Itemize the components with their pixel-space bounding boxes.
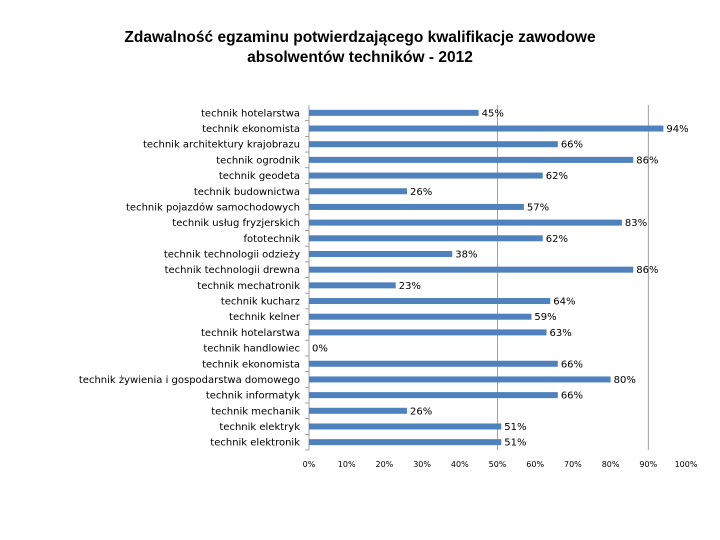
bar	[309, 329, 547, 336]
data-label: 45%	[482, 108, 504, 119]
x-tick-label: 90%	[639, 460, 657, 469]
category-label: technik elektronik	[210, 438, 300, 449]
chart-title: Zdawalność egzaminu potwierdzającego kwa…	[0, 28, 720, 68]
bar	[309, 219, 622, 226]
category-label: technik architektury krajobrazu	[143, 140, 300, 151]
category-label: technik budownictwa	[194, 187, 300, 198]
bar	[309, 407, 408, 414]
category-label: technik pojazdów samochodowych	[126, 201, 300, 213]
category-label: technik kelner	[229, 312, 301, 323]
x-tick-label: 100%	[675, 460, 698, 469]
data-label: 80%	[614, 375, 636, 386]
data-label: 66%	[561, 391, 583, 402]
bar	[309, 203, 524, 210]
category-label: technik mechatronik	[197, 281, 300, 292]
chart-title-line-1: Zdawalność egzaminu potwierdzającego kwa…	[124, 29, 596, 46]
category-label: fototechnik	[244, 234, 301, 245]
x-tick-label: 0%	[303, 460, 316, 469]
data-label: 66%	[561, 359, 583, 370]
bar	[309, 266, 634, 273]
category-label: technik informatyk	[206, 391, 300, 402]
bar	[309, 125, 664, 132]
data-label: 66%	[561, 140, 583, 151]
category-label: technik handlowiec	[203, 344, 300, 355]
data-label: 86%	[636, 265, 658, 276]
data-label: 62%	[546, 234, 568, 245]
bar	[309, 298, 551, 305]
bar	[309, 141, 558, 148]
data-label: 83%	[625, 218, 647, 229]
x-tick-label: 80%	[602, 460, 620, 469]
category-label: technik technologii drewna	[165, 265, 300, 276]
bar	[309, 109, 479, 116]
x-tick-label: 60%	[526, 460, 544, 469]
data-label: 64%	[553, 297, 575, 308]
x-tick-label: 70%	[564, 460, 582, 469]
data-label: 51%	[504, 422, 526, 433]
category-label: technik mechanik	[211, 406, 300, 417]
data-label: 63%	[550, 328, 572, 339]
category-label: technik żywienia i gospodarstwa domowego	[79, 375, 300, 386]
category-label: technik ekonomista	[202, 124, 300, 135]
data-label: 26%	[410, 406, 432, 417]
data-label: 57%	[527, 202, 549, 213]
data-label: 62%	[546, 171, 568, 182]
data-label: 38%	[455, 249, 477, 260]
x-tick-label: 30%	[413, 460, 431, 469]
x-tick-label: 10%	[338, 460, 356, 469]
chart-title-line-2: absolwentów techników - 2012	[247, 49, 473, 66]
bar	[309, 423, 502, 430]
bar	[309, 156, 634, 163]
category-label: technik technologii odzieży	[164, 249, 300, 260]
category-label: technik hotelarstwa	[201, 328, 300, 339]
x-tick-label: 40%	[451, 460, 469, 469]
data-label: 86%	[636, 155, 658, 166]
bar	[309, 188, 408, 195]
bar	[309, 439, 502, 446]
x-tick-label: 20%	[376, 460, 394, 469]
x-tick-label: 50%	[489, 460, 507, 469]
bar	[309, 172, 543, 179]
bar	[309, 235, 543, 242]
category-label: technik ekonomista	[202, 359, 300, 370]
bar	[309, 313, 532, 320]
data-label: 0%	[312, 344, 328, 355]
category-label: technik hotelarstwa	[201, 108, 300, 119]
category-label: technik usług fryzjerskich	[172, 218, 300, 229]
category-label: technik geodeta	[219, 171, 300, 182]
data-label: 26%	[410, 187, 432, 198]
category-label: technik ogrodnik	[216, 155, 300, 166]
category-label: technik kucharz	[221, 297, 300, 308]
category-label: technik elektryk	[219, 422, 300, 433]
bar	[309, 360, 558, 367]
bar	[309, 250, 453, 257]
data-label: 23%	[399, 281, 421, 292]
bar	[309, 392, 558, 399]
bar	[309, 282, 396, 289]
data-label: 94%	[666, 124, 688, 135]
bar	[309, 376, 611, 383]
data-label: 51%	[504, 438, 526, 449]
data-label: 59%	[534, 312, 556, 323]
